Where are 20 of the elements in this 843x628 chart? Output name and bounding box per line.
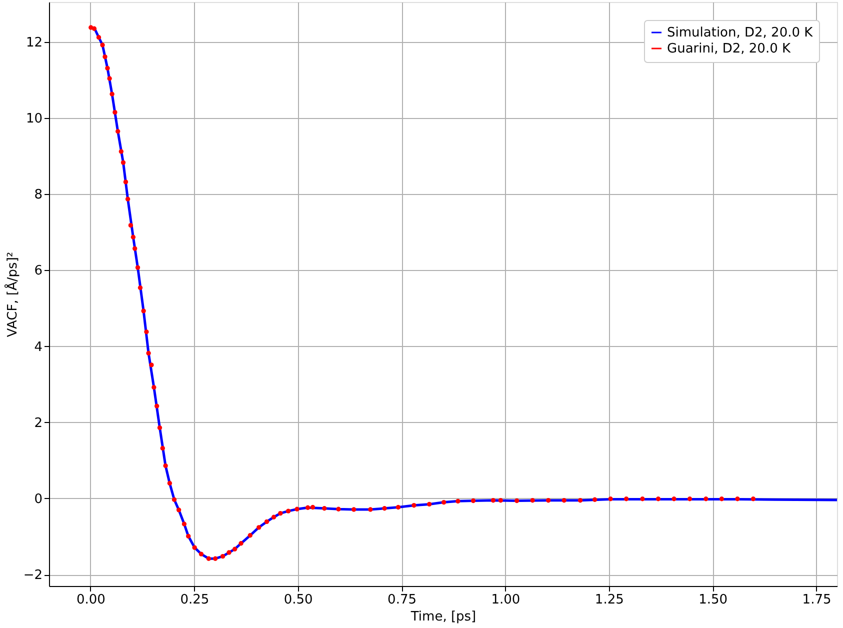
x-tick-label: 0.50 (284, 592, 313, 608)
x-tick-label: 1.50 (698, 592, 728, 608)
x-tick-label: 0.25 (180, 592, 210, 608)
y-tick-label: 6 (34, 264, 42, 279)
y-tick-label: 4 (34, 340, 42, 355)
x-tick-label: 1.75 (802, 592, 832, 608)
x-tick-label: 0.00 (76, 592, 106, 608)
x-tick-label: 1.25 (594, 592, 624, 608)
x-axis-title: Time, [ps] (410, 610, 476, 624)
x-tick-label: 1.00 (491, 592, 520, 608)
y-tick-label: 8 (34, 188, 42, 203)
legend-label: Guarini, D2, 20.0 K (667, 42, 791, 56)
y-tick-label: −2 (23, 568, 42, 584)
y-tick-label: 10 (26, 112, 42, 127)
y-tick-label: 0 (34, 492, 42, 507)
y-tick-label: 12 (26, 35, 42, 50)
y-axis-title: VACF, [Å/ps]² (3, 252, 20, 338)
x-tick-label: 0.75 (388, 592, 417, 608)
legend-label: Simulation, D2, 20.0 K (667, 26, 814, 40)
y-tick-label: 2 (34, 416, 42, 431)
